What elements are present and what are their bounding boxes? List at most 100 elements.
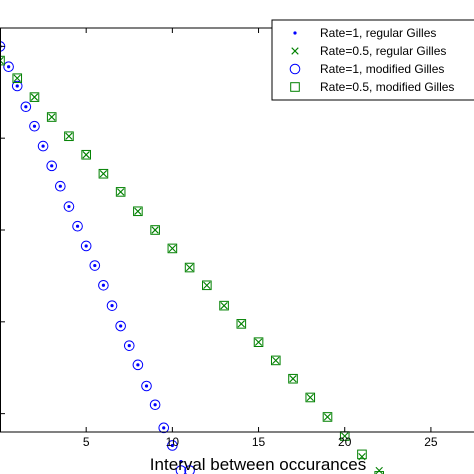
data-point-x-stroke-b bbox=[220, 301, 228, 310]
legend-label: Rate=0.5, modified Gilles bbox=[320, 80, 454, 94]
data-point-x bbox=[151, 226, 159, 234]
data-point-x-stroke-b bbox=[272, 356, 280, 365]
data-point-dot bbox=[41, 144, 45, 148]
data-point-dot bbox=[58, 184, 62, 188]
data-point-circle bbox=[89, 260, 101, 271]
data-point-circle bbox=[115, 320, 126, 332]
data-point-dot bbox=[15, 84, 19, 88]
data-point-x bbox=[13, 74, 21, 82]
data-point-x-stroke-b bbox=[203, 281, 211, 289]
data-point-circle bbox=[20, 101, 32, 113]
x-tick-label: 25 bbox=[424, 435, 438, 449]
data-point-circle bbox=[72, 220, 83, 232]
data-point-square bbox=[236, 319, 247, 329]
data-point-x bbox=[341, 432, 349, 440]
data-point-circle bbox=[98, 279, 109, 291]
data-point-x bbox=[220, 301, 228, 310]
data-point-circle bbox=[3, 61, 14, 73]
data-point-x bbox=[375, 466, 383, 474]
data-point-x-stroke-b bbox=[323, 413, 332, 421]
data-point-circle bbox=[106, 300, 118, 311]
data-point-x bbox=[306, 393, 314, 402]
data-point-dot bbox=[179, 460, 183, 464]
data-point-square bbox=[219, 300, 229, 311]
x-tick-label: 10 bbox=[166, 435, 180, 449]
legend-marker-square bbox=[290, 82, 300, 92]
data-point-x-stroke-b bbox=[237, 320, 245, 328]
data-point-x-stroke-b bbox=[185, 263, 194, 272]
data-point-x-stroke-b bbox=[82, 151, 90, 159]
series-1-dot bbox=[0, 44, 183, 464]
data-point-square bbox=[322, 412, 333, 422]
data-point-dot bbox=[84, 244, 88, 248]
legend-marker-x bbox=[291, 47, 299, 55]
data-point-square bbox=[184, 262, 195, 273]
data-point-circle bbox=[80, 240, 92, 252]
data-point-dot bbox=[136, 363, 140, 367]
data-point-circle bbox=[63, 201, 75, 212]
legend-entry: Rate=0.5, regular Gilles bbox=[291, 44, 446, 58]
data-point-dot bbox=[50, 164, 54, 168]
data-point-dot bbox=[24, 105, 28, 109]
series-2-x bbox=[0, 56, 383, 474]
data-point-circle bbox=[46, 160, 58, 172]
data-point-x bbox=[82, 151, 90, 159]
data-point-dot bbox=[162, 426, 166, 430]
data-point-dot bbox=[93, 263, 97, 268]
data-point-square bbox=[357, 449, 367, 460]
data-point-square bbox=[374, 471, 384, 474]
data-point-square bbox=[133, 206, 143, 217]
data-point-circle bbox=[55, 180, 66, 192]
legend-label: Rate=1, regular Gilles bbox=[320, 26, 436, 40]
legend-marker-circle bbox=[289, 63, 301, 75]
data-point-square bbox=[115, 187, 126, 197]
data-point-x bbox=[134, 207, 142, 215]
legend-entry: Rate=1, regular Gilles bbox=[293, 26, 436, 40]
legend-marker-x-stroke-b bbox=[291, 47, 299, 55]
x-axis-label: Interval between occurances bbox=[150, 455, 366, 474]
data-point-x bbox=[323, 413, 332, 421]
series-4-square bbox=[0, 55, 384, 474]
data-point-square bbox=[0, 55, 5, 66]
data-point-x bbox=[168, 244, 177, 253]
data-point-x-stroke-b bbox=[341, 432, 349, 440]
x-tick-label: 15 bbox=[252, 435, 266, 449]
data-point-dot bbox=[153, 403, 157, 407]
data-point-x-stroke-b bbox=[30, 93, 39, 101]
data-point-x-stroke-b bbox=[134, 207, 142, 215]
data-point-circle bbox=[149, 399, 161, 411]
data-point-circle bbox=[29, 120, 40, 132]
data-point-square bbox=[305, 392, 316, 403]
legend-label: Rate=1, modified Gilles bbox=[320, 62, 444, 76]
data-point-x bbox=[0, 56, 4, 65]
legend-box bbox=[271, 19, 474, 101]
data-point-x bbox=[99, 170, 108, 178]
data-marks bbox=[0, 41, 384, 474]
x-tick-label: 5 bbox=[83, 435, 90, 449]
data-point-square bbox=[270, 355, 281, 366]
data-point-square bbox=[81, 149, 91, 160]
data-point-square bbox=[98, 168, 109, 179]
data-point-x-stroke-b bbox=[13, 74, 21, 82]
data-point-circle bbox=[123, 340, 135, 351]
data-point-x-stroke-b bbox=[99, 170, 108, 178]
data-point-x-stroke-b bbox=[0, 56, 4, 62]
data-point-dot bbox=[119, 324, 123, 328]
data-point-x bbox=[48, 113, 56, 121]
legend-marker-dot bbox=[293, 31, 297, 35]
data-point-x-stroke-b bbox=[375, 466, 383, 474]
data-point-x-stroke-b bbox=[254, 338, 263, 346]
data-point-dot bbox=[7, 65, 11, 69]
data-point-x-stroke-b bbox=[151, 226, 159, 234]
data-point-circle bbox=[11, 80, 23, 92]
data-point-circle bbox=[132, 359, 144, 371]
data-point-dot bbox=[127, 344, 131, 348]
data-point-x bbox=[185, 263, 194, 272]
data-point-x bbox=[289, 375, 297, 383]
legend-label: Rate=0.5, regular Gilles bbox=[320, 44, 446, 58]
data-point-square bbox=[288, 373, 298, 384]
data-point-dot bbox=[110, 304, 114, 308]
data-point-circle bbox=[175, 465, 187, 474]
data-point-x bbox=[203, 281, 211, 289]
